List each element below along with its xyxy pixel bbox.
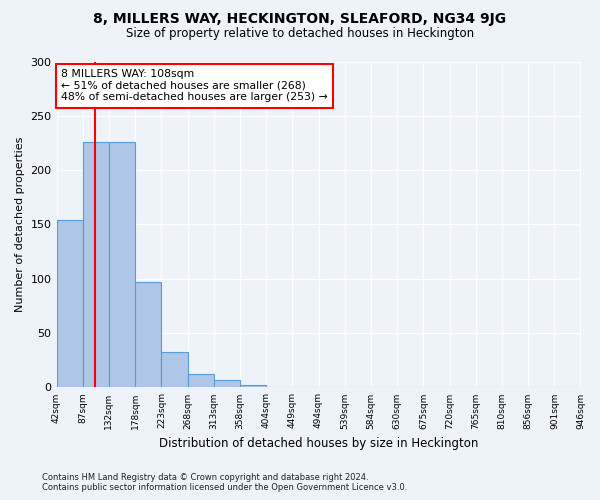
Bar — [83, 142, 109, 388]
Text: 8 MILLERS WAY: 108sqm
← 51% of detached houses are smaller (268)
48% of semi-det: 8 MILLERS WAY: 108sqm ← 51% of detached … — [61, 69, 328, 102]
X-axis label: Distribution of detached houses by size in Heckington: Distribution of detached houses by size … — [159, 437, 478, 450]
Bar — [161, 352, 188, 388]
Bar — [136, 282, 161, 388]
Bar — [188, 374, 214, 388]
Text: 8, MILLERS WAY, HECKINGTON, SLEAFORD, NG34 9JG: 8, MILLERS WAY, HECKINGTON, SLEAFORD, NG… — [94, 12, 506, 26]
Y-axis label: Number of detached properties: Number of detached properties — [15, 137, 25, 312]
Bar — [56, 220, 83, 388]
Bar — [109, 142, 136, 388]
Text: Size of property relative to detached houses in Heckington: Size of property relative to detached ho… — [126, 28, 474, 40]
Bar — [214, 380, 239, 388]
Bar — [239, 386, 266, 388]
Text: Contains HM Land Registry data © Crown copyright and database right 2024.
Contai: Contains HM Land Registry data © Crown c… — [42, 473, 407, 492]
